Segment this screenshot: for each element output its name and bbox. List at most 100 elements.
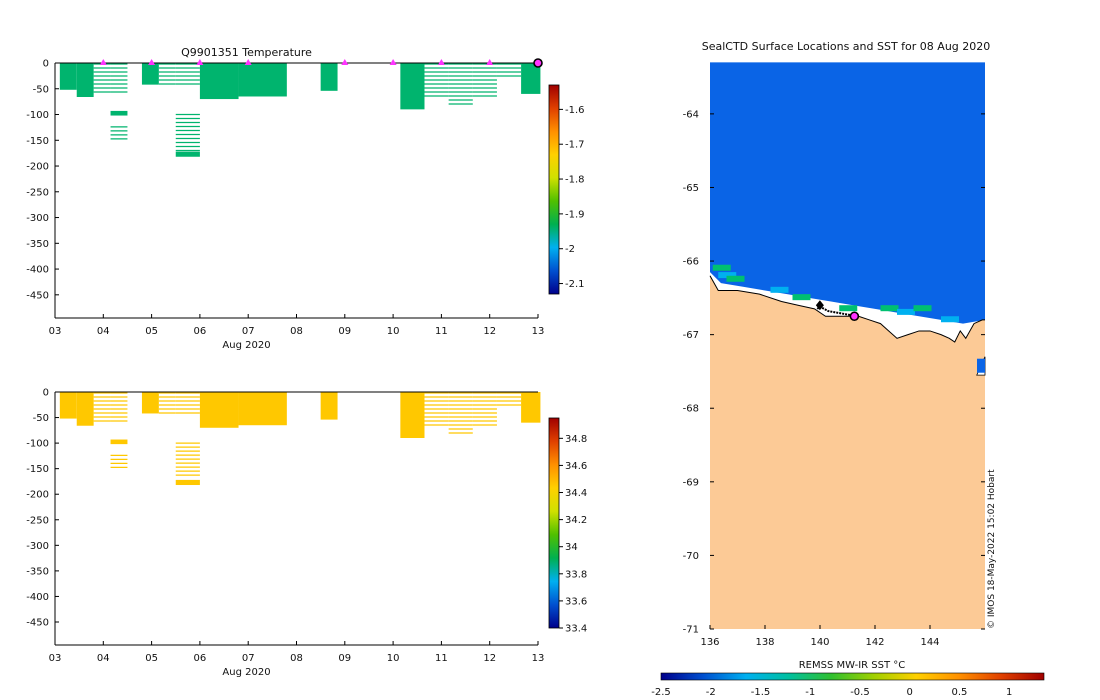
current-profile-marker <box>533 58 543 68</box>
y-tick-label: 0 <box>43 388 49 399</box>
lon-tick-label: 136 <box>700 637 719 648</box>
colorbar-tick-label: -1.6 <box>565 105 585 116</box>
temperature-panel: 0 -50 -100 -150 -200 -250 -300 -350 -400 -450 03 04… <box>26 46 584 351</box>
lon-tick-label: 140 <box>810 637 829 648</box>
y-tick-label: -300 <box>26 541 49 552</box>
y-tick-label: 0 <box>43 59 49 70</box>
x-tick-label: 08 <box>290 653 303 664</box>
profile-block <box>400 392 425 438</box>
current-location-marker <box>849 311 860 322</box>
seal-track <box>816 305 854 317</box>
x-tick-label: 12 <box>483 653 496 664</box>
lat-tick-label: -68 <box>683 404 699 415</box>
profile-marker <box>148 59 156 65</box>
y-tick-label: -150 <box>26 464 49 475</box>
profile-block <box>521 63 541 94</box>
x-tick-label: 09 <box>338 326 351 337</box>
x-tick-label: 10 <box>387 326 400 337</box>
y-tick-label: -400 <box>26 592 49 603</box>
profile-block <box>76 392 94 426</box>
profile-block <box>141 392 159 414</box>
profile-block <box>76 63 94 97</box>
lon-tick-label: 138 <box>755 637 774 648</box>
sst-pixel <box>718 272 737 279</box>
x-axis-label: Aug 2020 <box>222 667 270 678</box>
y-tick-label: -250 <box>26 187 49 198</box>
x-tick-label: 06 <box>194 653 207 664</box>
sst-colorbar-tick-label: -1.5 <box>751 687 771 698</box>
credit-text: © IMOS 18-May-2022 15:02 Hobart <box>987 469 997 629</box>
profile-block <box>110 439 128 445</box>
x-axis-label: Aug 2020 <box>222 340 270 351</box>
chart-title: Q9901351 Temperature <box>181 46 312 59</box>
colorbar-tick-label: 33.4 <box>565 624 587 635</box>
lat-tick-label: -67 <box>683 330 699 341</box>
sst-pixel <box>770 286 789 293</box>
colorbar-tick-label: 34.2 <box>565 515 587 526</box>
sst-pixel <box>913 305 932 312</box>
profile-block <box>110 110 128 116</box>
profile-block <box>199 392 239 428</box>
sst-colorbar-tick-label: 0 <box>907 687 913 698</box>
y-tick-label: -100 <box>26 439 49 450</box>
sst-pixel <box>712 264 731 271</box>
x-tick-label: 12 <box>483 326 496 337</box>
colorbar <box>548 417 560 629</box>
profile-block <box>320 392 338 420</box>
sst-colorbar <box>660 672 1045 681</box>
sst-colorbar-tick-label: -1 <box>805 687 815 698</box>
lon-tick-label: 144 <box>920 637 939 648</box>
profile-block <box>59 392 77 419</box>
profile-marker <box>486 59 494 65</box>
lat-tick-label: -69 <box>683 477 699 488</box>
track-start-marker <box>815 300 824 311</box>
x-tick-label: 03 <box>49 326 62 337</box>
y-tick-label: -250 <box>26 515 49 526</box>
colorbar-tick-label: 34.6 <box>565 461 587 472</box>
y-tick-label: -100 <box>26 110 49 121</box>
y-tick-label: -200 <box>26 162 49 173</box>
profile-block <box>238 392 287 426</box>
profile-block <box>59 63 77 90</box>
profile-marker <box>244 59 252 65</box>
y-tick-label: -300 <box>26 213 49 224</box>
x-tick-label: 11 <box>435 653 448 664</box>
colorbar-tick-label: 34.8 <box>565 434 587 445</box>
lat-tick-label: -65 <box>683 183 699 194</box>
colorbar-tick-label: 33.6 <box>565 596 587 607</box>
x-tick-label: 06 <box>194 326 207 337</box>
sst-colorbar-tick-label: 1 <box>1006 687 1012 698</box>
ocean-inlet-water <box>977 358 985 373</box>
sst-colorbar-tick-label: 0.5 <box>951 687 967 698</box>
y-tick-label: -450 <box>26 618 49 629</box>
x-tick-label: 11 <box>435 326 448 337</box>
profile-block <box>175 151 200 157</box>
profile-block <box>141 63 159 85</box>
lat-tick-label: -64 <box>683 109 699 120</box>
lat-tick-label: -66 <box>683 257 699 268</box>
profile-block <box>400 63 425 110</box>
y-tick-label: -50 <box>33 413 49 424</box>
profile-block <box>199 63 239 100</box>
profile-marker <box>437 59 445 65</box>
sst-pixel <box>839 305 858 312</box>
colorbar-tick-label: 34.4 <box>565 488 587 499</box>
x-tick-label: 04 <box>97 653 110 664</box>
sst-colorbar-tick-label: -2.5 <box>651 687 671 698</box>
lon-tick-label: 142 <box>865 637 884 648</box>
profile-marker <box>99 59 107 65</box>
x-tick-label: 03 <box>49 653 62 664</box>
coastline <box>709 275 985 343</box>
salinity-panel: 0 -50 -100 -150 -200 -250 -300 -350 -400 -450 03 04… <box>26 388 587 679</box>
y-tick-label: -200 <box>26 490 49 501</box>
y-tick-label: -350 <box>26 566 49 577</box>
colorbar <box>548 84 560 295</box>
colorbar-tick-label: -1.7 <box>565 140 585 151</box>
sst-pixel <box>880 305 899 312</box>
sst-colorbar-tick-label: -0.5 <box>850 687 870 698</box>
land <box>710 275 985 629</box>
lat-tick-label: -71 <box>683 625 699 636</box>
x-tick-label: 09 <box>338 653 351 664</box>
